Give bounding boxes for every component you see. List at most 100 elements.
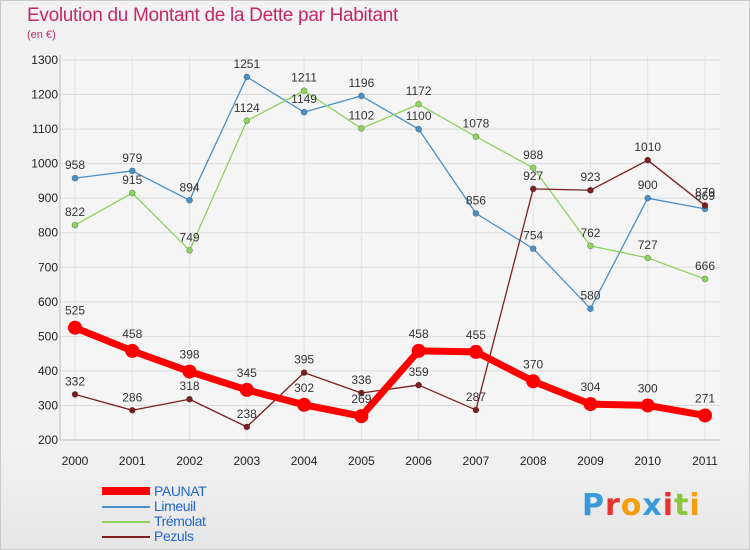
x-tick-label: 2006 (405, 454, 432, 468)
data-point (583, 397, 598, 412)
data-label: 1124 (234, 101, 260, 115)
data-point (701, 202, 709, 209)
data-label: 318 (180, 379, 200, 393)
logo-letter: r (605, 488, 621, 523)
data-point (468, 344, 483, 359)
chart-title: Evolution du Montant de la Dette par Hab… (27, 5, 398, 26)
logo-letter: i (689, 488, 701, 523)
legend-label: Limeuil (154, 498, 196, 514)
data-label: 398 (180, 348, 200, 362)
data-label: 749 (180, 230, 200, 244)
data-label: 1149 (291, 92, 317, 106)
y-tick-label: 900 (38, 191, 58, 205)
data-label: 1251 (233, 57, 260, 71)
legend-label: Pezuls (154, 528, 194, 544)
y-tick-label: 800 (38, 226, 58, 240)
data-label: 345 (237, 366, 257, 380)
data-point (128, 189, 136, 197)
plot-area (60, 55, 720, 440)
series-lines (73, 76, 706, 428)
data-point (239, 382, 254, 397)
data-point (587, 305, 594, 313)
y-tick-label: 400 (38, 364, 58, 378)
data-point (243, 423, 251, 431)
data-label: 1196 (348, 76, 374, 90)
data-point (415, 381, 422, 389)
y-tick-label: 500 (38, 329, 58, 343)
data-point (526, 374, 541, 389)
data-label: 1211 (291, 71, 317, 85)
data-label: 869 (695, 189, 715, 203)
logo-letter: P (582, 488, 605, 523)
data-point (71, 221, 79, 229)
data-label: 332 (65, 374, 85, 388)
data-label: 304 (580, 380, 600, 394)
data-point (186, 395, 193, 403)
data-point (71, 174, 79, 182)
data-point (411, 343, 426, 358)
data-point (358, 92, 365, 100)
data-point (300, 87, 308, 95)
x-tick-label: 2008 (520, 454, 547, 468)
data-label: 455 (466, 328, 486, 342)
axes: 200 300 400 500 600 700 800 900 1000 1100 1200 1300… (31, 53, 720, 468)
data-point (297, 397, 312, 412)
data-point (640, 398, 655, 413)
data-point (358, 389, 365, 397)
y-tick-label: 700 (38, 260, 58, 274)
data-label: 1100 (406, 109, 432, 123)
data-point (300, 369, 308, 376)
data-label: 302 (294, 381, 314, 395)
data-label: 1102 (348, 108, 374, 122)
data-label: 856 (466, 193, 486, 207)
data-label: 727 (638, 238, 658, 252)
x-tick-label: 2004 (291, 454, 318, 468)
data-labels: 525 458 398 345 302 269 458 455 370 304 300 271 958 9… (65, 57, 715, 421)
data-label: 762 (580, 226, 600, 240)
data-label: 580 (580, 289, 600, 303)
data-point (186, 247, 193, 254)
data-point (71, 391, 79, 398)
data-point (415, 100, 422, 108)
data-point (644, 254, 652, 262)
x-tick-label: 2002 (176, 454, 203, 468)
data-point (354, 409, 369, 424)
x-tick-label: 2005 (348, 454, 375, 468)
data-point (529, 245, 537, 252)
data-label: 1078 (463, 117, 490, 131)
data-label: 286 (122, 390, 142, 404)
y-tick-label: 600 (38, 295, 58, 309)
data-label: 979 (122, 151, 142, 165)
data-label: 666 (695, 259, 715, 273)
data-point (472, 406, 480, 414)
data-point (358, 125, 365, 132)
data-point (472, 133, 480, 140)
data-point (587, 186, 594, 194)
data-label: 271 (695, 391, 715, 405)
series-points (68, 73, 712, 431)
data-point (68, 320, 82, 335)
x-tick-label: 2011 (692, 454, 718, 468)
data-label: 988 (523, 148, 543, 162)
y-tick-label: 1300 (31, 53, 58, 67)
data-label: 923 (580, 170, 600, 184)
x-tick-label: 2003 (233, 454, 260, 468)
y-tick-label: 300 (38, 398, 58, 412)
data-point (300, 108, 308, 116)
logo-letter: i (662, 488, 675, 523)
data-point (125, 343, 140, 358)
data-point (128, 167, 136, 175)
series-line-paunat (73, 324, 706, 420)
x-tick-label: 2001 (119, 454, 146, 468)
data-point (701, 275, 709, 283)
data-label: 894 (180, 180, 200, 194)
data-label: 822 (65, 205, 85, 219)
data-point (529, 164, 537, 172)
x-tick-label: 2000 (62, 454, 89, 468)
data-label: 879 (695, 185, 715, 199)
data-label: 525 (65, 304, 85, 318)
data-point (415, 125, 422, 133)
logo-letter: o (620, 488, 643, 523)
legend-swatch (102, 487, 150, 495)
data-label: 1172 (406, 84, 432, 98)
